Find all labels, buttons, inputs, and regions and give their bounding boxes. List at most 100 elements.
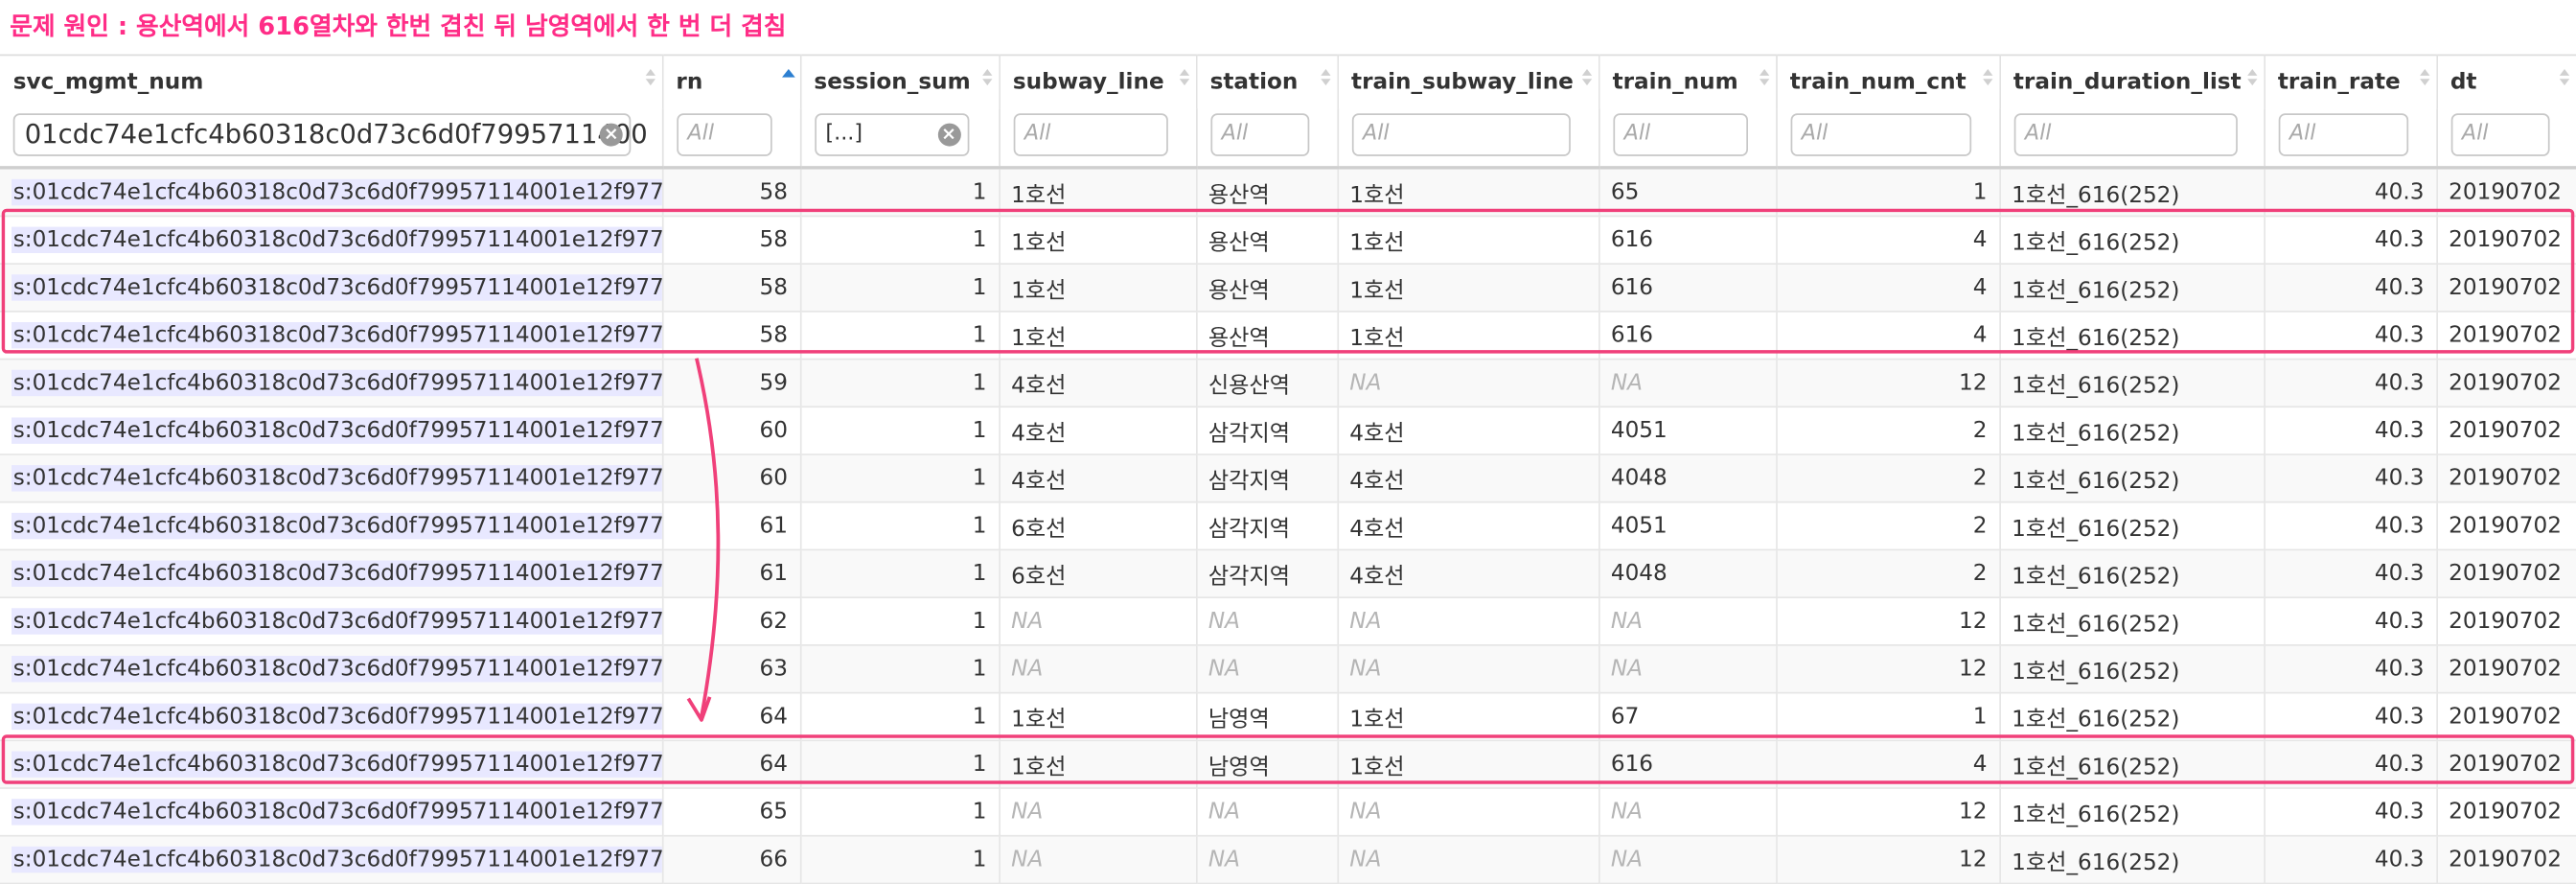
table-row[interactable]: s:01cdc74e1cfc4b60318c0d73c6d0f799571140…: [0, 788, 2576, 837]
cell-svc_mgmt_num: s:01cdc74e1cfc4b60318c0d73c6d0f799571140…: [0, 644, 663, 694]
cell-train_rate: 40.3: [2264, 359, 2438, 408]
cell-train_duration_list: 1호선_616(252): [1999, 549, 2266, 599]
cell-train_num: 4051: [1598, 407, 1777, 455]
cell-train_subway_line: 1호선: [1337, 692, 1599, 742]
col-header-dt[interactable]: dt: [2436, 54, 2576, 109]
cell-train_rate: 40.3: [2264, 407, 2438, 455]
table-row[interactable]: s:01cdc74e1cfc4b60318c0d73c6d0f799571140…: [0, 454, 2576, 503]
table-row[interactable]: s:01cdc74e1cfc4b60318c0d73c6d0f799571140…: [0, 549, 2576, 599]
cell-rn: 62: [661, 597, 801, 646]
table-row[interactable]: s:01cdc74e1cfc4b60318c0d73c6d0f799571140…: [0, 311, 2576, 361]
col-header-rn[interactable]: rn: [661, 54, 801, 109]
cell-dt: 20190702: [2436, 311, 2576, 361]
cell-train_rate: 40.3: [2264, 264, 2438, 313]
cell-train_subway_line: 1호선: [1337, 264, 1599, 313]
table-row[interactable]: s:01cdc74e1cfc4b60318c0d73c6d0f799571140…: [0, 740, 2576, 789]
cell-train_num: 4051: [1598, 501, 1777, 551]
cell-subway_line: 1호선: [999, 167, 1197, 218]
col-header-train_duration_list[interactable]: train_duration_list: [1999, 54, 2266, 109]
cell-rn: 61: [661, 501, 801, 551]
cell-subway_line: NA: [999, 597, 1197, 646]
cell-value: s:01cdc74e1cfc4b60318c0d73c6d0f799571140…: [12, 561, 661, 587]
cell-subway_line: 4호선: [999, 359, 1197, 408]
table-row[interactable]: s:01cdc74e1cfc4b60318c0d73c6d0f799571140…: [0, 644, 2576, 694]
cell-train_num_cnt: 12: [1776, 597, 2001, 646]
cell-train_num_cnt: 2: [1776, 454, 2001, 503]
cell-rn: 59: [661, 359, 801, 408]
cell-dt: 20190702: [2436, 167, 2576, 218]
clear-icon[interactable]: ×: [937, 122, 960, 146]
filter-cell: All: [2436, 108, 2576, 170]
cell-station: 신용산역: [1196, 359, 1339, 408]
table-row[interactable]: s:01cdc74e1cfc4b60318c0d73c6d0f799571140…: [0, 407, 2576, 455]
clear-icon[interactable]: ×: [599, 122, 623, 146]
filter-train_subway_line[interactable]: All: [1351, 112, 1570, 155]
cell-value: s:01cdc74e1cfc4b60318c0d73c6d0f799571140…: [12, 846, 661, 873]
col-header-svc_mgmt_num[interactable]: svc_mgmt_num: [0, 54, 663, 109]
cell-station: NA: [1196, 644, 1339, 694]
cell-train_rate: 40.3: [2264, 216, 2438, 265]
filter-station[interactable]: All: [1209, 112, 1309, 155]
filter-cell: All: [2264, 108, 2438, 170]
filter-subway_line[interactable]: All: [1012, 112, 1167, 155]
table-row[interactable]: s:01cdc74e1cfc4b60318c0d73c6d0f799571140…: [0, 835, 2576, 884]
col-header-subway_line[interactable]: subway_line: [999, 54, 1197, 109]
cell-train_subway_line: 1호선: [1337, 311, 1599, 361]
col-header-station[interactable]: station: [1196, 54, 1339, 109]
table-row[interactable]: s:01cdc74e1cfc4b60318c0d73c6d0f799571140…: [0, 359, 2576, 408]
table-row[interactable]: s:01cdc74e1cfc4b60318c0d73c6d0f799571140…: [0, 167, 2576, 218]
table-row[interactable]: s:01cdc74e1cfc4b60318c0d73c6d0f799571140…: [0, 264, 2576, 313]
cell-svc_mgmt_num: s:01cdc74e1cfc4b60318c0d73c6d0f799571140…: [0, 835, 663, 884]
col-header-train_num[interactable]: train_num: [1598, 54, 1777, 109]
cell-rn: 60: [661, 407, 801, 455]
cell-train_duration_list: 1호선_616(252): [1999, 501, 2266, 551]
cell-station: 삼각지역: [1196, 549, 1339, 599]
filter-train_num[interactable]: All: [1612, 112, 1748, 155]
filter-session_sum[interactable]: [...] ×: [814, 112, 969, 155]
filter-cell: All: [1776, 108, 2001, 170]
cell-subway_line: NA: [999, 788, 1197, 837]
table-row[interactable]: s:01cdc74e1cfc4b60318c0d73c6d0f799571140…: [0, 692, 2576, 742]
cell-subway_line: 1호선: [999, 264, 1197, 313]
cell-train_duration_list: 1호선_616(252): [1999, 167, 2266, 218]
cell-train_duration_list: 1호선_616(252): [1999, 216, 2266, 265]
filter-train_duration_list[interactable]: All: [2012, 112, 2237, 155]
cell-session_sum: 1: [799, 216, 1000, 265]
cell-value: s:01cdc74e1cfc4b60318c0d73c6d0f799571140…: [12, 608, 661, 635]
filter-dt[interactable]: All: [2450, 112, 2549, 155]
filter-value: [...]: [825, 121, 863, 146]
cell-train_duration_list: 1호선_616(252): [1999, 359, 2266, 408]
cell-train_rate: 40.3: [2264, 692, 2438, 742]
col-header-train_num_cnt[interactable]: train_num_cnt: [1776, 54, 2001, 109]
cell-rn: 58: [661, 264, 801, 313]
cell-train_num_cnt: 4: [1776, 740, 2001, 789]
cell-train_subway_line: 1호선: [1337, 216, 1599, 265]
cell-session_sum: 1: [799, 407, 1000, 455]
filter-cell: All: [1999, 108, 2266, 170]
filter-svc_mgmt_num[interactable]: 01cdc74e1cfc4b60318c0d73c6d0f7995711400 ×: [12, 112, 648, 155]
cell-train_subway_line: NA: [1337, 597, 1599, 646]
cell-dt: 20190702: [2436, 407, 2576, 455]
cell-train_rate: 40.3: [2264, 167, 2438, 218]
cell-rn: 58: [661, 167, 801, 218]
filter-rn[interactable]: All: [676, 112, 771, 155]
col-header-train_subway_line[interactable]: train_subway_line: [1337, 54, 1599, 109]
cell-rn: 64: [661, 740, 801, 789]
table-row[interactable]: s:01cdc74e1cfc4b60318c0d73c6d0f799571140…: [0, 216, 2576, 265]
table-row[interactable]: s:01cdc74e1cfc4b60318c0d73c6d0f799571140…: [0, 501, 2576, 551]
cell-value: s:01cdc74e1cfc4b60318c0d73c6d0f799571140…: [12, 178, 661, 206]
cell-rn: 58: [661, 311, 801, 361]
filter-train_rate[interactable]: All: [2277, 112, 2408, 155]
cell-train_subway_line: 4호선: [1337, 407, 1599, 455]
cell-train_num: 4048: [1598, 549, 1777, 599]
col-header-session_sum[interactable]: session_sum: [799, 54, 1000, 109]
cell-train_subway_line: NA: [1337, 359, 1599, 408]
col-header-train_rate[interactable]: train_rate: [2264, 54, 2438, 109]
cell-svc_mgmt_num: s:01cdc74e1cfc4b60318c0d73c6d0f799571140…: [0, 549, 663, 599]
cell-station: 삼각지역: [1196, 501, 1339, 551]
table-row[interactable]: s:01cdc74e1cfc4b60318c0d73c6d0f799571140…: [0, 597, 2576, 646]
filter-train_num_cnt[interactable]: All: [1789, 112, 1971, 155]
cell-value: s:01cdc74e1cfc4b60318c0d73c6d0f799571140…: [12, 512, 661, 540]
cell-value: s:01cdc74e1cfc4b60318c0d73c6d0f799571140…: [12, 417, 661, 444]
